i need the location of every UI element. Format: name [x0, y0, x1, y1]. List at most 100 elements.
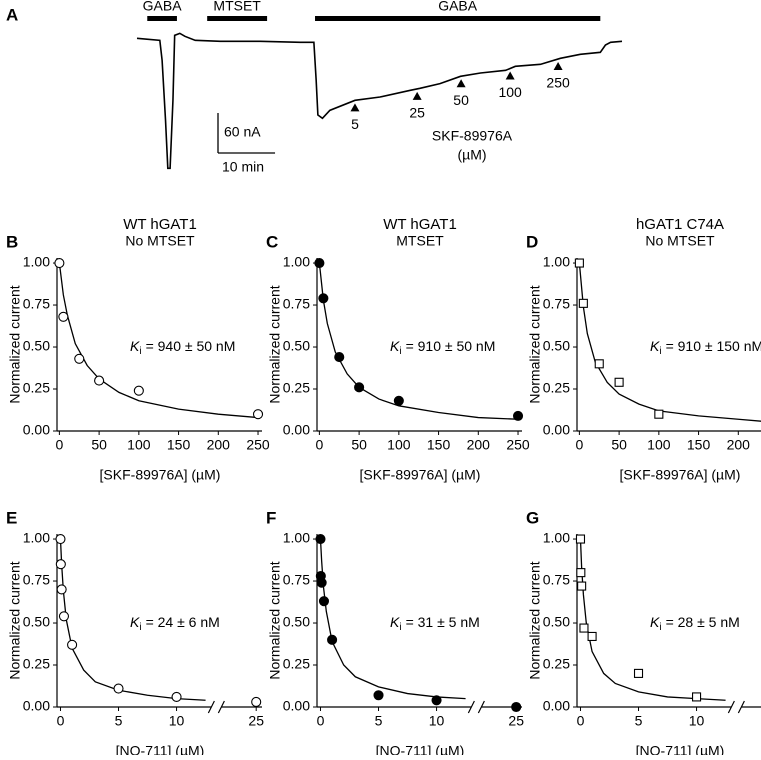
- y-tick-label: 0.25: [283, 656, 310, 672]
- scalebar-x-label: 10 min: [222, 159, 264, 175]
- y-axis-label: Normalized current: [267, 285, 283, 403]
- x-tick-label: 10: [689, 713, 705, 729]
- x-tick-label: 150: [427, 437, 451, 453]
- ki-symbol: K: [650, 338, 660, 354]
- y-tick-label: 0.75: [543, 572, 570, 588]
- y-axis-label: Normalized current: [527, 561, 543, 679]
- ki-subscript: i: [139, 346, 141, 357]
- data-point: [512, 410, 524, 421]
- panel-subtitle: No MTSET: [125, 233, 195, 249]
- x-axis-label: [SKF-89976A] (µM): [360, 467, 481, 483]
- y-tick-label: 0.75: [543, 296, 570, 312]
- x-tick-label: 10: [169, 713, 185, 729]
- marker-unit: (µM): [457, 147, 486, 163]
- x-tick-label: 50: [91, 437, 107, 453]
- panel-title: WT hGAT1: [123, 216, 197, 233]
- y-tick-label: 0.00: [283, 698, 310, 714]
- y-axis-label: Normalized current: [527, 285, 543, 403]
- data-point: [56, 584, 67, 595]
- y-tick-label: 0.25: [283, 380, 310, 396]
- x-tick-label: 250: [506, 437, 530, 453]
- data-point: [55, 559, 66, 570]
- y-tick-label: 1.00: [283, 530, 310, 546]
- ki-value: = 910 ± 150 nM: [666, 338, 761, 354]
- axis-break: [217, 700, 225, 714]
- y-tick-label: 0.75: [283, 572, 310, 588]
- x-tick-label: 10: [429, 713, 445, 729]
- data-point: [511, 701, 522, 713]
- ki-subscript: i: [659, 622, 661, 633]
- panel-subtitle: MTSET: [396, 233, 444, 249]
- data-point: [318, 293, 329, 304]
- arrowhead: [412, 91, 422, 100]
- ki-value: = 28 ± 5 nM: [666, 614, 740, 630]
- x-tick-label: 100: [387, 437, 411, 453]
- panel-letter: G: [526, 508, 539, 527]
- data-point: [74, 353, 85, 364]
- application-bar: [147, 16, 177, 21]
- data-point: [133, 385, 144, 396]
- x-tick-label: 150: [687, 437, 711, 453]
- x-tick-label: 0: [575, 437, 583, 453]
- y-tick-label: 0.50: [23, 614, 50, 630]
- data-point: [576, 568, 586, 578]
- current-trace: [136, 32, 623, 170]
- ki-symbol: K: [390, 338, 400, 354]
- data-point: [58, 311, 69, 322]
- ki-symbol: K: [130, 338, 140, 354]
- x-axis-label: [NO-711] (µM): [636, 743, 725, 755]
- fit-curve: [578, 262, 761, 422]
- ki-annotation: Ki = 910 ± 150 nM: [650, 338, 761, 357]
- arrowhead: [553, 62, 563, 71]
- data-point: [54, 257, 65, 269]
- x-tick-label: 5: [115, 713, 123, 729]
- data-point: [587, 631, 597, 642]
- arrowhead: [456, 79, 466, 88]
- ki-annotation: Ki = 28 ± 5 nM: [650, 614, 740, 633]
- arrowhead: [505, 71, 515, 80]
- data-point: [692, 692, 702, 702]
- data-point: [575, 534, 586, 544]
- y-tick-label: 0.50: [543, 614, 570, 630]
- x-tick-label: 250: [246, 437, 270, 453]
- y-tick-label: 1.00: [23, 254, 50, 270]
- ki-value: = 24 ± 6 nM: [146, 614, 220, 630]
- x-tick-label: 0: [55, 437, 63, 453]
- marker-label: 100: [498, 84, 522, 100]
- fit-curve: [59, 539, 206, 701]
- y-tick-label: 1.00: [23, 530, 50, 546]
- ki-symbol: K: [130, 614, 140, 630]
- ki-subscript: i: [139, 622, 141, 633]
- x-tick-label: 25: [248, 713, 264, 729]
- data-point: [318, 596, 330, 607]
- data-point: [315, 533, 326, 545]
- data-point: [614, 377, 624, 387]
- data-point: [431, 695, 442, 706]
- x-tick-label: 0: [57, 713, 65, 729]
- marker-label: 25: [409, 105, 425, 121]
- ki-annotation: Ki = 940 ± 50 nM: [130, 338, 235, 357]
- ki-annotation: Ki = 24 ± 6 nM: [130, 614, 220, 633]
- ki-subscript: i: [399, 346, 401, 357]
- data-point: [654, 409, 664, 419]
- data-point: [594, 359, 604, 369]
- ki-subscript: i: [399, 622, 401, 633]
- y-tick-label: 0.25: [23, 380, 50, 396]
- x-axis-label: [NO-711] (µM): [116, 743, 205, 755]
- panel-letter: F: [266, 508, 276, 527]
- x-tick-label: 100: [647, 437, 671, 453]
- x-tick-label: 5: [635, 713, 643, 729]
- axis-break: [467, 700, 475, 714]
- y-tick-label: 0.25: [543, 380, 570, 396]
- data-point: [55, 533, 66, 545]
- arrowhead: [350, 103, 360, 112]
- x-axis-label: [SKF-89976A] (µM): [620, 467, 741, 483]
- ki-value: = 910 ± 50 nM: [406, 338, 496, 354]
- panel-letter: E: [6, 508, 17, 527]
- axis-break: [737, 700, 745, 714]
- data-point: [393, 395, 404, 406]
- data-point: [314, 257, 325, 269]
- application-label: MTSET: [213, 0, 261, 14]
- marker-label: 5: [351, 116, 359, 132]
